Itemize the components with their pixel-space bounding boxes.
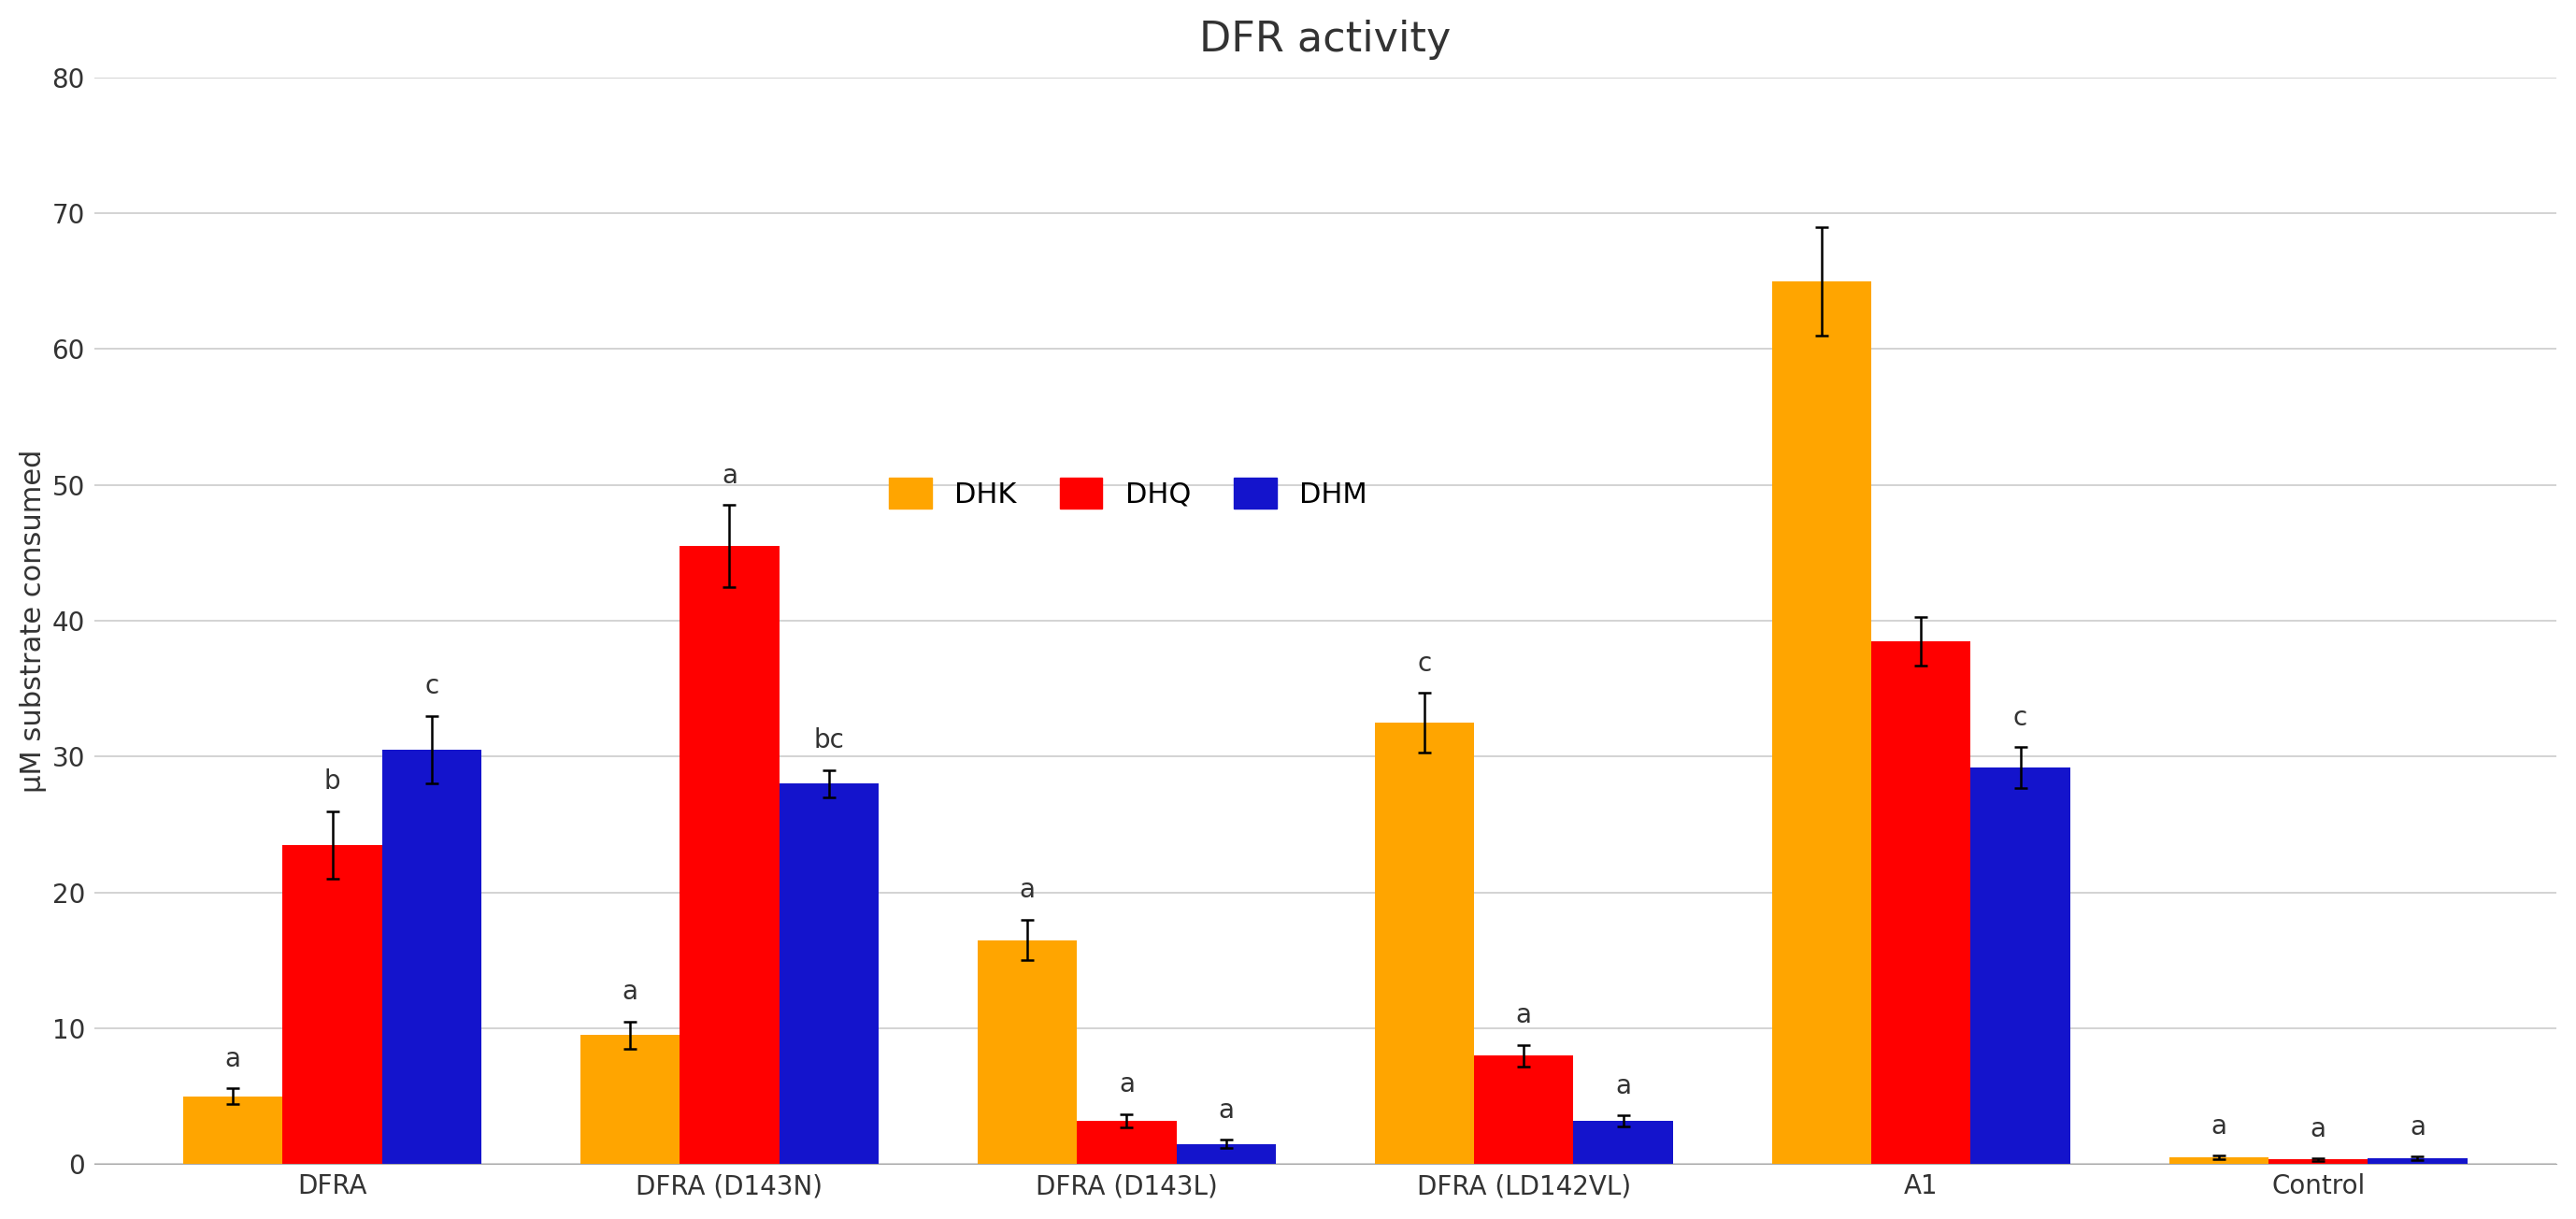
Text: a: a [2311,1115,2326,1142]
Bar [2367,1158,2468,1164]
Bar [580,1035,680,1164]
Bar [979,940,1077,1164]
Bar [1772,282,1870,1164]
Bar [381,750,482,1164]
Bar [2269,1159,2367,1164]
Bar [1971,768,2071,1164]
Text: a: a [1118,1072,1133,1097]
Text: c: c [425,673,438,700]
Bar [1077,1120,1177,1164]
Text: b: b [325,768,340,795]
Text: a: a [2409,1114,2427,1140]
Bar [1473,1056,1574,1164]
Bar [1376,723,1473,1164]
Bar [680,546,778,1164]
Bar [2169,1158,2269,1164]
Text: a: a [1515,1002,1533,1029]
Bar [1177,1143,1275,1164]
Title: DFR activity: DFR activity [1200,20,1450,60]
Legend: DHK, DHQ, DHM: DHK, DHQ, DHM [889,478,1368,508]
Bar [1574,1120,1672,1164]
Text: a: a [224,1046,242,1072]
Y-axis label: μM substrate consumed: μM substrate consumed [21,449,46,792]
Bar [283,845,381,1164]
Text: a: a [1020,878,1036,903]
Text: c: c [2014,705,2027,731]
Text: bc: bc [814,728,845,753]
Text: a: a [623,979,639,1006]
Text: a: a [721,463,737,489]
Text: a: a [1615,1073,1631,1100]
Text: a: a [2210,1113,2226,1140]
Bar [778,784,878,1164]
Text: c: c [1417,650,1432,677]
Bar [1870,641,1971,1164]
Text: a: a [1218,1097,1234,1124]
Bar [183,1096,283,1164]
